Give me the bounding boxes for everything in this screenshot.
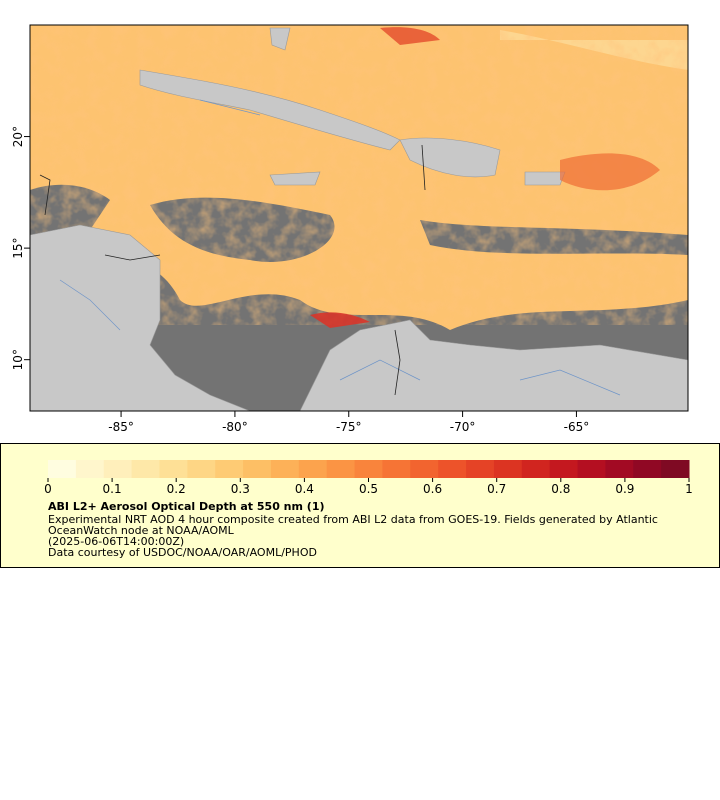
colorbar-tick-label: 0.8 — [551, 482, 570, 496]
colorbar-tick-label: 0.2 — [167, 482, 186, 496]
colorbar-step — [270, 460, 300, 478]
colorbar-step — [159, 460, 188, 478]
legend-line: Experimental NRT AOD 4 hour composite cr… — [48, 513, 658, 526]
colorbar-tick-label: 0.3 — [231, 482, 250, 496]
x-tick-label: -85° — [108, 420, 134, 434]
legend: 0 0.1 0.2 0.3 0.4 0.5 0.6 0.7 0.8 0.9 1 ABI L2+ Ae… — [0, 443, 720, 568]
colorbar-tick-label: 1 — [685, 482, 693, 496]
colorbar-step — [48, 460, 77, 478]
colorbar-step — [549, 460, 579, 478]
colorbar-tick-label: 0.9 — [615, 482, 634, 496]
colorbar-step — [187, 460, 216, 478]
colorbar-step — [243, 460, 272, 478]
colorbar-step — [493, 460, 523, 478]
colorbar-tick-label: 0 — [44, 482, 52, 496]
x-tick-label: -75° — [336, 420, 362, 434]
colorbar-step — [521, 460, 551, 478]
legend-line: (2025-06-06T14:00:00Z) — [48, 535, 185, 548]
map: -85° -80° -75° -70° -65° 20° 15° 10° — [11, 24, 689, 434]
colorbar-tick-label: 0.6 — [423, 482, 442, 496]
colorbar-step — [215, 460, 244, 478]
y-tick-label: 15° — [11, 237, 25, 258]
legend-line: Data courtesy of USDOC/NOAA/OAR/AOML/PHO… — [48, 546, 317, 559]
map-frame — [29, 24, 689, 412]
colorbar-step — [298, 460, 328, 478]
colorbar-step — [75, 460, 105, 478]
colorbar-step — [410, 460, 439, 478]
colorbar-step — [438, 460, 467, 478]
x-tick-label: -70° — [450, 420, 476, 434]
colorbar-step — [382, 460, 411, 478]
y-tick-label: 10° — [11, 349, 25, 370]
x-tick-label: -80° — [222, 420, 248, 434]
colorbar-tick-label: 0.1 — [103, 482, 122, 496]
colorbar-step — [466, 460, 495, 478]
colorbar-step — [661, 460, 690, 478]
legend-title: ABI L2+ Aerosol Optical Depth at 550 nm … — [48, 500, 325, 513]
colorbar-step — [577, 460, 606, 478]
colorbar-tick-label: 0.7 — [487, 482, 506, 496]
colorbar-tick-label: 0.5 — [359, 482, 378, 496]
colorbar: 0 0.1 0.2 0.3 0.4 0.5 0.6 0.7 0.8 0.9 1 — [44, 460, 693, 496]
x-tick-label: -65° — [564, 420, 590, 434]
colorbar-tick-label: 0.4 — [295, 482, 314, 496]
colorbar-step — [354, 460, 383, 478]
map-image — [30, 25, 688, 411]
colorbar-step — [326, 460, 356, 478]
colorbar-step — [103, 460, 133, 478]
y-tick-label: 20° — [11, 126, 25, 147]
legend-line: OceanWatch node at NOAA/AOML — [48, 524, 234, 537]
colorbar-step — [131, 460, 160, 478]
colorbar-step — [605, 460, 634, 478]
colorbar-step — [633, 460, 662, 478]
